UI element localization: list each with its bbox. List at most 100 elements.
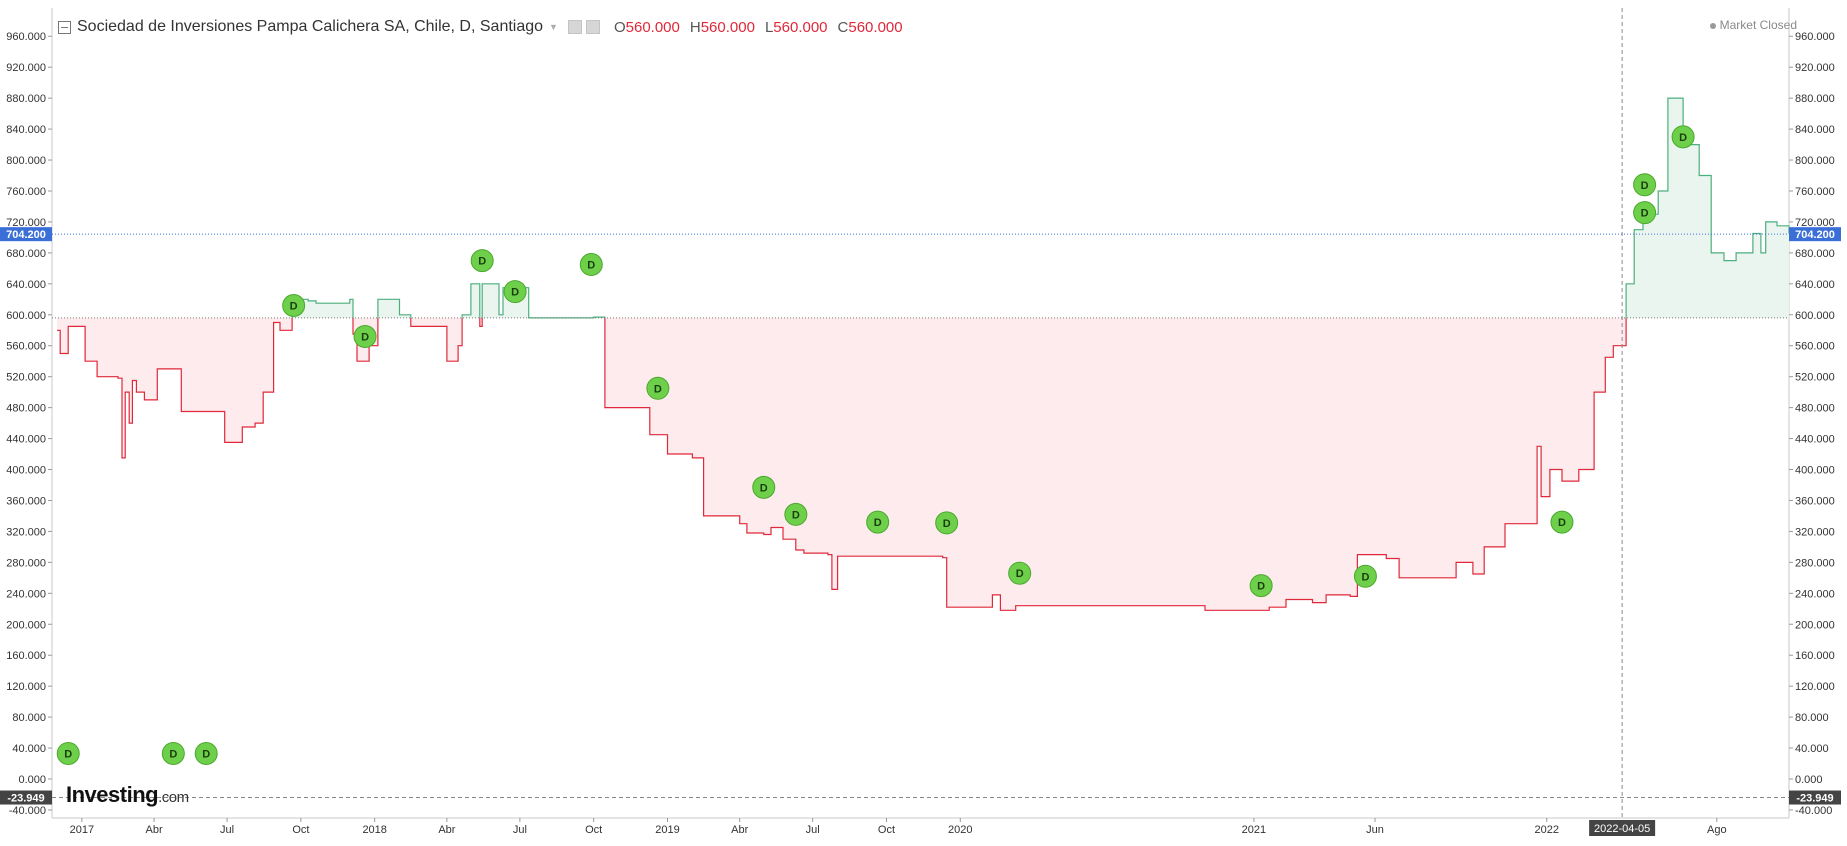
current-price-tag-left-bg (0, 227, 52, 242)
crosshair-y-tag-left: -23.949 (7, 793, 44, 805)
brand-logo: Investing.com (66, 782, 189, 808)
dividend-marker-label: D (361, 331, 369, 343)
y-tick-label-right: 40.000 (1795, 743, 1829, 755)
dividend-marker-circle (646, 376, 670, 400)
dividend-marker: D (1353, 564, 1377, 588)
y-tick-label-left: 800.000 (6, 155, 46, 167)
x-tick-label: Jul (806, 824, 820, 836)
dividend-marker-label: D (169, 748, 177, 760)
x-tick-label: Oct (292, 824, 309, 836)
y-tick-label-right: 560.000 (1795, 341, 1835, 353)
collapse-icon[interactable] (58, 20, 71, 34)
y-tick-label-left: 280.000 (6, 557, 46, 569)
y-tick-label-left: 640.000 (6, 279, 46, 291)
close-icon[interactable] (585, 20, 600, 34)
open-value: 560.000 (625, 18, 680, 36)
x-tick-label: 2022 (1534, 824, 1558, 836)
x-tick-label: Abr (146, 824, 163, 836)
dividend-marker-circle (1550, 510, 1574, 534)
series-line-down (479, 317, 483, 327)
y-tick-label-left: 440.000 (6, 434, 46, 446)
dividend-marker: D (1550, 510, 1574, 534)
dividend-marker: D (866, 510, 890, 534)
dividend-marker: D (353, 324, 377, 348)
x-tick-label: Oct (585, 824, 602, 836)
y-tick-label-right: 400.000 (1795, 465, 1835, 477)
y-tick-label-left: 680.000 (6, 248, 46, 260)
y-tick-label-right: 320.000 (1795, 526, 1835, 538)
y-tick-label-left: 0.000 (18, 774, 46, 786)
y-tick-label-left: 960.000 (6, 31, 46, 43)
y-tick-label-left: 480.000 (6, 403, 46, 415)
dividend-marker-label: D (792, 509, 800, 521)
y-tick-label-right: 480.000 (1795, 403, 1835, 415)
chevron-down-icon[interactable]: ▼ (549, 22, 558, 32)
y-tick-label-right: 240.000 (1795, 588, 1835, 600)
dividend-marker-circle (56, 741, 80, 765)
dividend-marker-label: D (1257, 581, 1265, 593)
y-tick-label-right: 80.000 (1795, 712, 1829, 724)
y-tick-label-right: 360.000 (1795, 495, 1835, 507)
y-tick-label-right: 280.000 (1795, 557, 1835, 569)
dividend-marker-circle (470, 249, 494, 273)
series-line-down (57, 317, 293, 459)
status-dot-icon (1709, 22, 1716, 29)
area-fill-above (482, 283, 605, 318)
series-line-up (461, 283, 481, 318)
dividend-marker: D (752, 475, 776, 499)
settings-icon[interactable] (567, 20, 582, 34)
series-line-up (481, 283, 606, 319)
y-tick-label-left: 80.000 (12, 712, 46, 724)
y-tick-label-left: 920.000 (6, 62, 46, 74)
y-tick-label-left: 40.000 (12, 743, 46, 755)
dividend-marker: D (1249, 574, 1273, 598)
y-tick-label-right: 800.000 (1795, 155, 1835, 167)
dividend-marker-circle (503, 280, 527, 304)
y-tick-label-left: -40.000 (9, 805, 46, 817)
y-tick-label-right: -40.000 (1795, 805, 1832, 817)
x-tick-label: Jun (1366, 824, 1384, 836)
brand-suffix: .com (158, 789, 189, 806)
current-price-tag-right: 704.200 (1795, 229, 1835, 241)
high-value: 560.000 (700, 18, 755, 36)
dividend-marker-circle (784, 502, 808, 526)
dividend-marker-label: D (1679, 132, 1687, 144)
area-fill-below (57, 317, 293, 458)
dividend-marker: D (935, 511, 959, 535)
y-tick-label-right: 880.000 (1795, 93, 1835, 105)
market-status-text: Market Closed (1719, 18, 1797, 32)
y-tick-label-left: 200.000 (6, 619, 46, 631)
y-tick-label-left: 840.000 (6, 124, 46, 136)
y-tick-label-left: 240.000 (6, 588, 46, 600)
dividend-marker-label: D (1361, 571, 1369, 583)
x-tick-label: Jul (220, 824, 234, 836)
series-line-down (352, 317, 379, 362)
current-price-tag-right-bg (1789, 227, 1841, 242)
dividend-marker-label: D (1558, 517, 1566, 529)
x-tick-label: Oct (878, 824, 895, 836)
dividend-marker-label: D (1641, 180, 1649, 192)
y-tick-label-right: 640.000 (1795, 279, 1835, 291)
x-tick-label: 2018 (362, 824, 386, 836)
dividend-marker-label: D (478, 256, 486, 268)
dividend-marker-label: D (943, 518, 951, 530)
x-tick-label: Jul (513, 824, 527, 836)
series-line-down (410, 317, 463, 362)
x-tick-label: 2021 (1242, 824, 1266, 836)
area-fill-below (410, 317, 463, 362)
dividend-marker-circle (353, 324, 377, 348)
crosshair-x-tag-bg (1589, 820, 1656, 836)
x-tick-label: 2020 (948, 824, 972, 836)
y-tick-label-right: 920.000 (1795, 62, 1835, 74)
y-tick-label-left: 120.000 (6, 681, 46, 693)
dividend-marker-circle (161, 741, 185, 765)
dividend-marker-circle (579, 252, 603, 276)
y-tick-label-left: 360.000 (6, 495, 46, 507)
dividend-marker-circle (1008, 561, 1032, 585)
dividend-marker-label: D (64, 748, 72, 760)
dividend-marker-label: D (290, 300, 298, 312)
y-tick-label-right: 0.000 (1795, 774, 1823, 786)
y-tick-label-left: 520.000 (6, 372, 46, 384)
